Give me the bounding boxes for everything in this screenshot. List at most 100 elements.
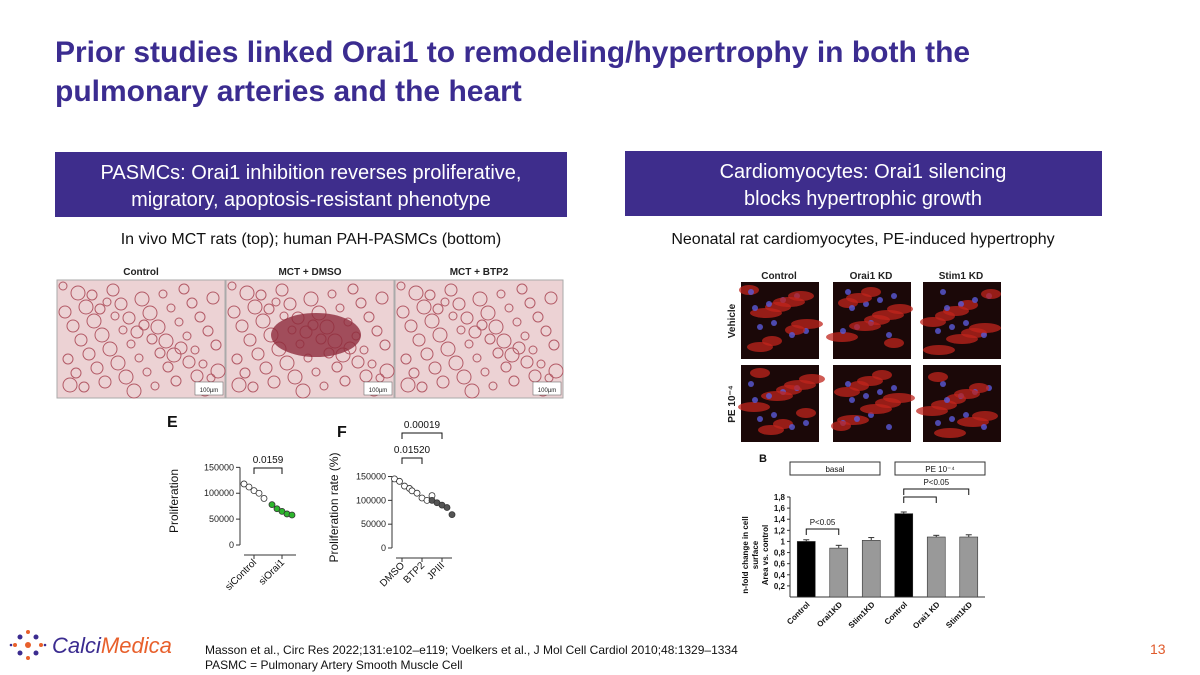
tissue-texture bbox=[400, 353, 412, 365]
tissue-texture bbox=[416, 299, 432, 315]
bracket bbox=[903, 496, 937, 503]
tissue-texture bbox=[247, 299, 263, 315]
nucleus bbox=[935, 328, 941, 334]
nucleus bbox=[944, 305, 950, 311]
tissue-texture bbox=[359, 345, 369, 355]
tissue-texture bbox=[118, 369, 134, 385]
cell bbox=[981, 289, 1001, 299]
cell bbox=[831, 421, 851, 431]
nucleus bbox=[766, 393, 772, 399]
y-axis-label: Proliferation rate (%) bbox=[327, 452, 341, 562]
tissue-texture bbox=[122, 311, 136, 325]
nucleus bbox=[958, 301, 964, 307]
tissue-texture bbox=[375, 291, 389, 305]
heading-line: PASMCs: Orai1 inhibition reverses prolif… bbox=[101, 162, 522, 184]
group-box bbox=[894, 461, 986, 476]
note: PASMC = Pulmonary Artery Smooth Muscle C… bbox=[205, 658, 463, 672]
tissue-texture bbox=[371, 325, 383, 337]
nucleus bbox=[854, 416, 860, 422]
tissue-texture bbox=[78, 299, 94, 315]
tissue-texture bbox=[146, 333, 158, 345]
tissue-texture bbox=[174, 341, 188, 355]
micrograph bbox=[394, 279, 564, 399]
y-tick-label: 1,8 bbox=[774, 493, 786, 502]
tissue-texture bbox=[319, 381, 329, 391]
cell bbox=[946, 334, 978, 344]
tissue-texture bbox=[432, 327, 448, 343]
tissue-texture bbox=[480, 305, 496, 321]
tissue-texture bbox=[251, 347, 265, 361]
x-tick-label: Stim1KD bbox=[944, 600, 974, 630]
tissue-texture bbox=[355, 297, 367, 309]
tissue-texture bbox=[464, 383, 480, 399]
nucleus bbox=[789, 424, 795, 430]
row-label: PE 10⁻⁴ bbox=[727, 385, 738, 423]
tissue-texture bbox=[520, 355, 534, 369]
data-point bbox=[288, 511, 296, 519]
data-point bbox=[260, 495, 268, 502]
y-tick-label: 0,2 bbox=[774, 582, 786, 591]
tissue-texture bbox=[94, 327, 110, 343]
cell bbox=[934, 428, 966, 438]
tissue-texture bbox=[528, 345, 538, 355]
tissue-texture bbox=[484, 333, 496, 345]
nucleus bbox=[766, 301, 772, 307]
nucleus bbox=[891, 385, 897, 391]
data-point bbox=[268, 501, 276, 509]
tissue-texture bbox=[235, 319, 249, 333]
nucleus bbox=[944, 397, 950, 403]
y-tick-label: 1,6 bbox=[774, 504, 786, 513]
bar bbox=[894, 513, 914, 598]
p-value: 0.00019 bbox=[404, 420, 441, 431]
tissue-texture bbox=[508, 375, 520, 387]
x-tick-label: Control bbox=[785, 600, 811, 626]
tissue-texture bbox=[126, 339, 136, 349]
scale-box bbox=[363, 381, 393, 396]
cell bbox=[883, 393, 915, 403]
tissue-texture bbox=[428, 361, 442, 375]
tissue-texture bbox=[150, 381, 160, 391]
cell bbox=[857, 376, 883, 386]
scale-bar-label: 100µm bbox=[369, 388, 387, 394]
data-point bbox=[245, 483, 253, 491]
tissue-texture bbox=[86, 289, 98, 301]
tissue-texture bbox=[271, 297, 281, 307]
data-point bbox=[443, 504, 451, 511]
tissue-texture bbox=[154, 347, 166, 359]
references: Masson et al., Circ Res 2022;131:e102–e1… bbox=[205, 643, 738, 657]
tissue-texture bbox=[202, 325, 214, 337]
y-axis-label: surface bbox=[751, 540, 760, 569]
tissue-texture bbox=[158, 333, 174, 349]
tissue-texture bbox=[271, 313, 361, 357]
tissue-texture bbox=[70, 367, 82, 379]
bar bbox=[829, 547, 849, 598]
tissue-texture bbox=[448, 355, 464, 371]
x-tick-label: DMSO bbox=[378, 560, 407, 589]
tissue-texture bbox=[488, 381, 498, 391]
tissue-texture bbox=[327, 289, 337, 299]
cell bbox=[920, 317, 946, 327]
group-box bbox=[789, 461, 881, 476]
tissue-texture bbox=[548, 363, 564, 379]
tissue-texture bbox=[231, 377, 247, 393]
scale-bar-label: 100µm bbox=[538, 388, 556, 394]
cell bbox=[923, 345, 955, 355]
heading-line: Cardiomyocytes: Orai1 silencing bbox=[720, 161, 1007, 183]
nucleus bbox=[940, 381, 946, 387]
cell bbox=[954, 389, 980, 399]
tissue-texture bbox=[186, 297, 198, 309]
cell bbox=[969, 323, 1001, 333]
p-value: 0.01520 bbox=[394, 445, 431, 456]
tissue-texture bbox=[182, 331, 192, 341]
tissue-texture bbox=[488, 319, 504, 335]
tissue-texture bbox=[347, 283, 359, 295]
y-tick-label: 0 bbox=[381, 543, 386, 553]
nucleus bbox=[771, 320, 777, 326]
tissue-texture bbox=[408, 285, 424, 301]
y-tick-label: 50000 bbox=[361, 519, 386, 529]
tissue-texture bbox=[424, 289, 436, 301]
tissue-texture bbox=[311, 367, 321, 377]
tissue-texture bbox=[396, 281, 406, 291]
group-label: basal bbox=[825, 465, 844, 474]
